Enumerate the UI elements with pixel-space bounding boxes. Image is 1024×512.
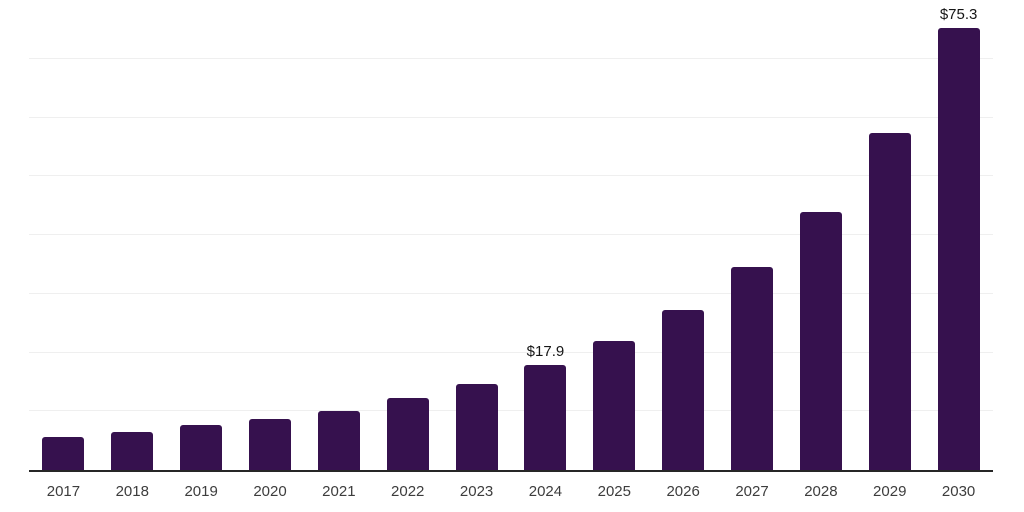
x-axis-labels: 2017 2018 2019 2020 2021 2022 2023 2024 2025 2026…	[29, 470, 993, 512]
bar-2018	[111, 431, 154, 470]
bar-2019	[180, 425, 223, 470]
x-tick-2024: 2024	[528, 483, 563, 500]
x-tick-2028: 2028	[804, 483, 838, 500]
bars-container: $17.9 $75.3	[29, 0, 993, 470]
bar-2027	[731, 267, 774, 470]
plot-area: $17.9 $75.3	[29, 0, 993, 472]
bar-group-2030: $75.3	[924, 0, 993, 470]
bar-value-label-2024: $17.9	[526, 342, 565, 360]
bar-group-2022	[373, 0, 442, 470]
x-tick-2019: 2019	[184, 483, 218, 500]
gridline-30	[29, 292, 993, 294]
bar-2026	[662, 309, 705, 470]
bar-2024	[524, 364, 567, 470]
x-tick-2023: 2023	[459, 483, 494, 500]
gridline-70	[29, 57, 993, 59]
bar-group-2027	[718, 0, 787, 470]
bar-2017	[42, 436, 85, 470]
bar-group-2021	[304, 0, 373, 470]
x-tick-2022: 2022	[391, 483, 425, 500]
x-tick-2021: 2021	[322, 483, 356, 500]
bar-group-2019	[167, 0, 236, 470]
x-tick-2029: 2029	[873, 483, 907, 500]
gridline-20	[29, 351, 993, 353]
bar-group-2023	[442, 0, 511, 470]
bar-group-2026	[649, 0, 718, 470]
x-tick-2026: 2026	[666, 483, 700, 500]
x-axis-line	[29, 470, 993, 472]
bar-group-2025	[580, 0, 649, 470]
bar-2022	[386, 398, 429, 470]
gridline-10	[29, 410, 993, 412]
x-tick-2025: 2025	[597, 483, 631, 500]
bar-group-2024: $17.9	[511, 0, 580, 470]
bar-group-2029	[855, 0, 924, 470]
bar-2025	[593, 341, 636, 470]
bar-2020	[249, 418, 291, 470]
bar-group-2018	[98, 0, 167, 470]
bar-group-2028	[786, 0, 855, 470]
bar-group-2020	[236, 0, 305, 470]
x-tick-2017: 2017	[46, 483, 81, 500]
x-tick-2027: 2027	[735, 483, 769, 500]
gridline-50	[29, 175, 993, 177]
x-tick-2020: 2020	[253, 483, 287, 500]
bar-2030	[937, 27, 980, 470]
bar-2023	[455, 384, 498, 470]
bar-2028	[799, 211, 842, 470]
x-tick-2030: 2030	[941, 483, 976, 500]
gridline-40	[29, 234, 993, 235]
bar-2021	[317, 410, 360, 470]
bar-2029	[868, 133, 911, 470]
bar-group-2017	[29, 0, 98, 470]
x-tick-2018: 2018	[115, 483, 149, 500]
gridline-60	[29, 116, 993, 118]
bar-value-label-2030: $75.3	[939, 5, 978, 23]
